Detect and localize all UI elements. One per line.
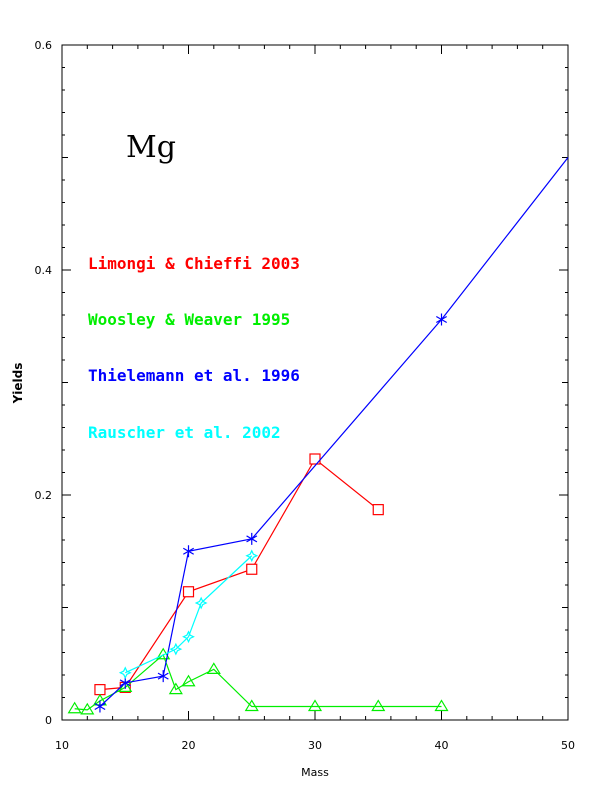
x-tick-label: 50 xyxy=(561,739,575,752)
x-tick-label: 40 xyxy=(435,739,449,752)
series-3 xyxy=(118,549,259,680)
data-point xyxy=(94,700,106,713)
data-point xyxy=(181,674,196,687)
data-point xyxy=(80,702,95,715)
data-point xyxy=(244,699,259,712)
series-2 xyxy=(94,157,569,713)
element-annotation: Mg xyxy=(126,130,176,165)
data-point xyxy=(182,586,195,598)
series-0 xyxy=(94,453,384,696)
data-point xyxy=(246,563,258,575)
y-tick-label: 0.6 xyxy=(35,39,53,52)
data-point xyxy=(157,670,169,683)
series-1 xyxy=(67,647,449,715)
data-point xyxy=(169,642,183,656)
data-point xyxy=(309,453,321,465)
y-tick-label: 0.4 xyxy=(35,264,53,277)
axis-tick-labels: 10 20 30 40 50 0 0.2 0.4 0.6 xyxy=(35,39,576,752)
y-tick-label: 0 xyxy=(45,714,52,727)
data-point xyxy=(94,684,106,696)
data-point xyxy=(168,682,183,695)
x-tick-label: 30 xyxy=(308,739,322,752)
x-tick-label: 10 xyxy=(55,739,69,752)
axis-ticks xyxy=(61,44,569,721)
legend-entry: Woosley & Weaver 1995 xyxy=(88,310,290,329)
data-point xyxy=(371,699,386,712)
data-point xyxy=(183,545,194,558)
series-layer xyxy=(67,157,569,715)
data-point xyxy=(245,549,259,563)
data-point xyxy=(436,313,447,326)
data-point xyxy=(246,532,258,545)
data-point xyxy=(307,699,323,712)
x-axis-label: Mass xyxy=(301,766,329,779)
data-point xyxy=(194,596,208,610)
series-line xyxy=(99,458,379,691)
y-axis-label: Yields xyxy=(11,363,25,405)
data-point xyxy=(118,666,132,680)
legend: Limongi & Chieffi 2003 Woosley & Weaver 1… xyxy=(88,254,300,442)
data-point xyxy=(372,504,384,516)
data-point xyxy=(182,630,195,644)
legend-entry: Rauscher et al. 2002 xyxy=(88,423,281,442)
legend-entry: Thielemann et al. 1996 xyxy=(88,366,300,385)
x-tick-label: 20 xyxy=(182,739,196,752)
series-line xyxy=(124,555,253,674)
data-point xyxy=(67,701,82,714)
legend-entry: Limongi & Chieffi 2003 xyxy=(88,254,300,273)
data-point xyxy=(434,699,449,712)
data-point xyxy=(206,662,221,674)
y-tick-label: 0.2 xyxy=(35,489,53,502)
